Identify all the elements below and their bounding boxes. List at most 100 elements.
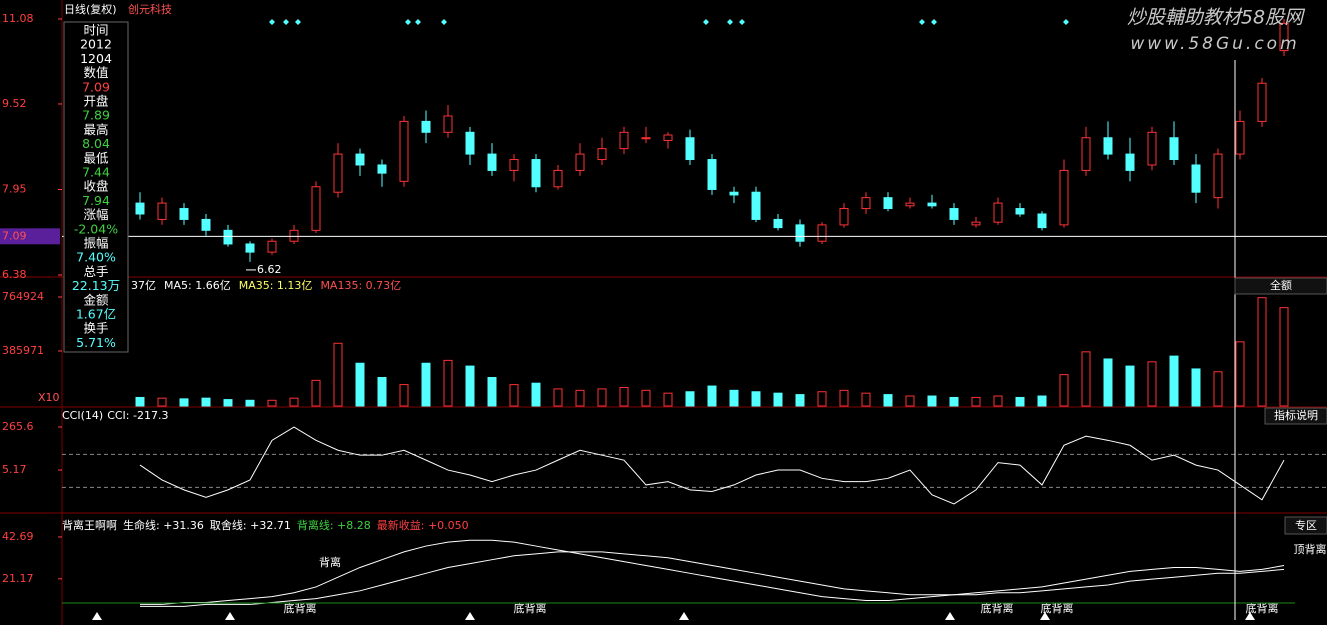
volume-bar xyxy=(1081,351,1091,407)
candle-body xyxy=(1257,82,1267,122)
y-tick-label: 265.6 xyxy=(2,420,34,433)
y-tick-label: 11.08 xyxy=(2,12,34,25)
indicator-line xyxy=(140,539,1285,605)
candle-body xyxy=(817,224,827,242)
info-row: 开盘 xyxy=(83,94,108,109)
volume-legend: MA5: 1.66亿 xyxy=(164,279,231,292)
price-label: 7.09 xyxy=(2,229,27,242)
button-indicator[interactable] xyxy=(1284,516,1327,535)
volume-bar xyxy=(993,395,1003,407)
info-row: 1204 xyxy=(80,51,112,66)
volume-bar xyxy=(663,392,673,407)
candle-body xyxy=(179,208,189,220)
candle-body xyxy=(421,120,431,133)
info-row: 涨幅 xyxy=(83,207,108,222)
candle-body xyxy=(707,159,717,190)
volume-bar xyxy=(223,399,233,407)
candle-body xyxy=(663,134,673,141)
volume-bar xyxy=(1279,307,1289,407)
candle-body xyxy=(971,221,981,226)
volume-bar xyxy=(531,382,541,407)
button-indicator-label[interactable]: 专区 xyxy=(1295,518,1317,532)
button-volume[interactable] xyxy=(1234,277,1327,295)
candle-body xyxy=(1103,137,1113,155)
volume-bar xyxy=(157,397,167,407)
info-row: 最低 xyxy=(83,150,109,165)
candle-body xyxy=(223,229,233,245)
candle-body xyxy=(1081,137,1091,171)
candle-body xyxy=(575,153,585,171)
candle-body xyxy=(311,186,321,231)
volume-bar xyxy=(289,397,299,407)
volume-bar xyxy=(883,394,893,407)
volume-bar xyxy=(135,396,145,407)
button-volume-label[interactable]: 全额 xyxy=(1270,278,1292,292)
candle-body xyxy=(1015,208,1025,215)
candle-body xyxy=(1147,131,1157,166)
candle-body xyxy=(839,208,849,226)
volume-bar xyxy=(399,384,409,407)
y-tick-label: 6.38 xyxy=(2,268,27,281)
info-row: 7.94 xyxy=(82,193,110,208)
volume-bar xyxy=(1169,355,1179,407)
volume-bar xyxy=(861,392,871,407)
annotation: 底背离 xyxy=(981,601,1014,615)
volume-bar xyxy=(641,389,651,407)
unit-label: X10 xyxy=(38,391,60,404)
volume-bar xyxy=(619,386,629,407)
info-row: -2.04% xyxy=(74,221,118,236)
legend-entry: 生命线: +31.36 xyxy=(123,518,204,532)
stock-name: 创元科技 xyxy=(128,2,172,16)
candle-body xyxy=(619,131,629,150)
button-cci-label[interactable]: 指标说明 xyxy=(1274,408,1318,422)
candle-body xyxy=(201,218,211,231)
candle-body xyxy=(267,240,277,253)
volume-bar xyxy=(1257,297,1267,407)
y-tick-label: 764924 xyxy=(2,290,44,303)
candle-body xyxy=(509,159,519,171)
y-tick-label: 5.17 xyxy=(2,463,27,476)
candle-body xyxy=(1279,22,1289,52)
button-cci[interactable] xyxy=(1264,407,1327,425)
candle-body xyxy=(861,197,871,210)
volume-bar xyxy=(267,399,277,407)
annotation: 背离 xyxy=(319,555,341,569)
volume-bar xyxy=(773,392,783,407)
info-row: 7.44 xyxy=(82,165,110,180)
y-tick-label: 9.52 xyxy=(2,97,27,110)
indicator-line xyxy=(140,551,1285,607)
info-row: 金额 xyxy=(83,292,109,307)
y-tick-label: 42.69 xyxy=(2,530,34,543)
info-row: 总手 xyxy=(83,264,108,279)
candle-body xyxy=(1235,120,1245,155)
volume-bar xyxy=(553,388,563,407)
volume-bar xyxy=(355,362,365,407)
candle-body xyxy=(377,164,387,174)
candle-body xyxy=(553,169,563,188)
indicator-name: CCI(14) xyxy=(62,409,103,422)
low-label: 6.62 xyxy=(257,263,282,276)
info-row: 收盘 xyxy=(83,179,108,194)
annotation: 底背离 xyxy=(284,601,317,615)
info-row: 7.89 xyxy=(82,108,110,123)
volume-bar xyxy=(575,389,585,407)
candle-body xyxy=(597,148,607,161)
volume-bar xyxy=(333,342,343,407)
candle-body xyxy=(355,153,365,166)
volume-bar xyxy=(377,376,387,407)
y-tick-label: 21.17 xyxy=(2,572,34,585)
indicator-line xyxy=(139,426,1285,505)
watermark-title: 炒股輔助教材58股网 xyxy=(1127,7,1306,29)
candle-body xyxy=(245,243,255,253)
candle-body xyxy=(157,202,167,220)
volume-bar xyxy=(729,389,739,407)
volume-bar xyxy=(245,399,255,407)
volume-bar xyxy=(817,391,827,407)
candle-body xyxy=(1125,153,1135,171)
candle-body xyxy=(465,131,475,155)
candle-body xyxy=(1213,153,1223,199)
candle-body xyxy=(1191,164,1201,193)
candle-body xyxy=(399,120,409,182)
candle-body xyxy=(641,137,651,140)
